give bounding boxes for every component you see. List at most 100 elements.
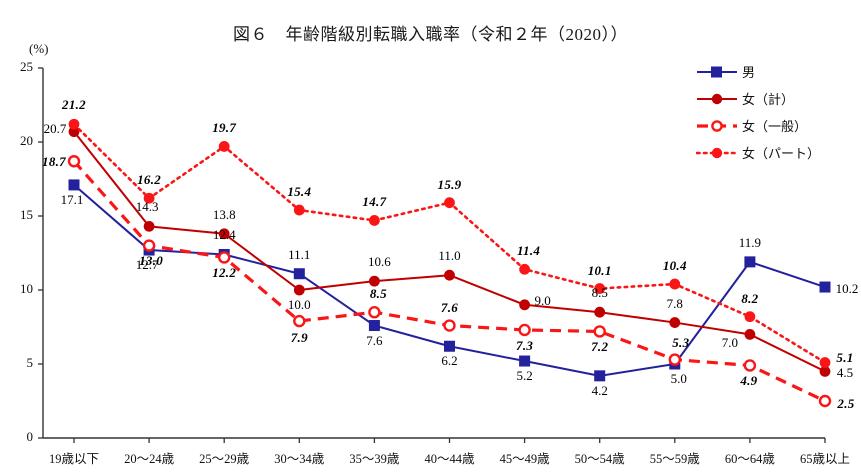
data-point-label: 8.5 — [591, 285, 608, 301]
data-point-marker[interactable] — [669, 317, 681, 328]
data-point-marker[interactable] — [594, 306, 606, 318]
legend-marker-icon — [696, 146, 738, 160]
data-point-marker[interactable] — [668, 353, 681, 366]
data-point-label: 8.5 — [369, 286, 387, 302]
data-point-label: 9.0 — [534, 292, 551, 308]
data-point-label: 16.2 — [137, 172, 162, 188]
data-point-marker[interactable] — [68, 118, 80, 130]
data-point-marker[interactable] — [218, 141, 230, 152]
data-point-marker[interactable] — [369, 215, 380, 226]
data-point-marker[interactable] — [218, 228, 230, 240]
data-point-marker[interactable] — [293, 204, 305, 216]
data-point-marker[interactable] — [818, 394, 832, 408]
data-point-label: 7.0 — [721, 335, 739, 351]
y-axis-unit-label: (%) — [29, 41, 49, 56]
legend-marker-icon — [696, 65, 738, 79]
data-point-label: 10.4 — [662, 258, 687, 274]
x-axis-tick-label: 30〜34歳 — [274, 452, 325, 466]
data-point-marker[interactable] — [67, 155, 81, 168]
legend-item-0[interactable]: 男 — [696, 58, 856, 85]
legend-marker — [711, 147, 723, 158]
data-point-label: 13.8 — [212, 206, 236, 222]
x-axis-tick-label: 25〜29歳 — [199, 452, 250, 466]
data-point-marker[interactable] — [744, 311, 756, 323]
data-point-label: 5.2 — [516, 368, 533, 384]
legend-marker — [711, 119, 723, 132]
data-point-label: 18.7 — [42, 154, 66, 170]
data-point-marker[interactable] — [444, 269, 455, 281]
x-axis-tick-label: 50〜54歳 — [574, 452, 625, 466]
data-point-marker[interactable] — [669, 278, 681, 290]
data-point-marker[interactable] — [594, 283, 606, 294]
data-point-label: 14.3 — [135, 199, 159, 215]
data-point-label: 7.9 — [290, 330, 308, 346]
data-point-label: 12.7 — [135, 257, 159, 273]
data-point-marker[interactable] — [519, 299, 530, 311]
data-point-marker[interactable] — [594, 370, 606, 382]
legend-marker — [711, 66, 722, 77]
data-point-label: 6.2 — [441, 353, 458, 369]
y-axis-tick-label: 10 — [20, 281, 33, 296]
x-axis-tick-label: 55〜59歳 — [649, 452, 700, 466]
data-point-label: 19.7 — [212, 120, 237, 136]
data-point-marker[interactable] — [143, 192, 155, 204]
data-point-label: 4.2 — [591, 382, 608, 398]
data-point-label: 15.4 — [287, 184, 312, 200]
x-axis-tick-label: 20〜24歳 — [124, 452, 175, 466]
data-point-marker[interactable] — [293, 284, 305, 296]
data-point-label: 10.6 — [368, 254, 391, 270]
legend-item-label: 女（計） — [742, 92, 795, 107]
x-axis-tick-label: 35〜39歳 — [349, 452, 400, 466]
data-point-marker[interactable] — [743, 359, 757, 372]
legend-marker-icon — [696, 119, 738, 133]
data-point-label: 13.0 — [139, 252, 164, 268]
data-point-marker[interactable] — [143, 220, 155, 232]
data-point-marker[interactable] — [142, 239, 156, 252]
legend-item-3[interactable]: 女（パート） — [696, 139, 856, 166]
data-point-marker[interactable] — [593, 325, 606, 338]
data-point-label: 4.9 — [740, 373, 758, 389]
data-point-label: 12.4 — [212, 227, 236, 243]
data-point-marker[interactable] — [819, 357, 831, 368]
data-point-marker[interactable] — [744, 329, 756, 340]
legend-item-2[interactable]: 女（一般） — [696, 112, 856, 139]
x-axis-tick-label: 19歳以下 — [48, 452, 99, 466]
x-axis-tick-label: 45〜49歳 — [499, 452, 550, 466]
data-point-marker[interactable] — [68, 126, 80, 138]
data-point-marker[interactable] — [744, 256, 756, 268]
data-point-marker[interactable] — [369, 275, 380, 287]
data-point-label: 17.1 — [60, 191, 84, 207]
data-point-marker[interactable] — [819, 281, 831, 293]
series-lines — [67, 118, 832, 408]
data-point-marker[interactable] — [519, 355, 531, 367]
data-point-marker[interactable] — [217, 251, 231, 264]
data-point-marker[interactable] — [68, 179, 80, 191]
data-point-marker[interactable] — [444, 340, 455, 352]
data-point-label: 11.0 — [438, 248, 461, 264]
data-point-label: 10.0 — [287, 297, 311, 312]
data-point-label: 7.6 — [440, 299, 459, 315]
legend-marker — [711, 93, 723, 104]
data-point-label: 5.0 — [670, 371, 687, 386]
data-point-marker[interactable] — [368, 306, 381, 319]
data-point-marker[interactable] — [368, 320, 380, 332]
data-point-marker[interactable] — [443, 319, 456, 332]
data-point-marker[interactable] — [518, 323, 531, 337]
data-point-label: 5.3 — [672, 334, 690, 350]
data-point-label: 4.5 — [836, 365, 854, 381]
legend-item-label: 男 — [742, 65, 756, 80]
data-point-label: 7.8 — [666, 295, 683, 311]
data-point-marker[interactable] — [519, 263, 530, 275]
data-point-label: 5.1 — [836, 349, 854, 365]
legend-item-label: 女（パート） — [742, 146, 821, 161]
data-point-label: 11.9 — [738, 234, 762, 250]
data-point-label: 14.7 — [362, 194, 387, 210]
data-point-label: 12.2 — [212, 265, 237, 281]
data-point-marker[interactable] — [293, 314, 306, 328]
data-point-marker[interactable] — [444, 197, 455, 209]
data-point-marker[interactable] — [819, 366, 831, 377]
legend-item-1[interactable]: 女（計） — [696, 85, 856, 112]
data-point-marker[interactable] — [293, 268, 305, 280]
